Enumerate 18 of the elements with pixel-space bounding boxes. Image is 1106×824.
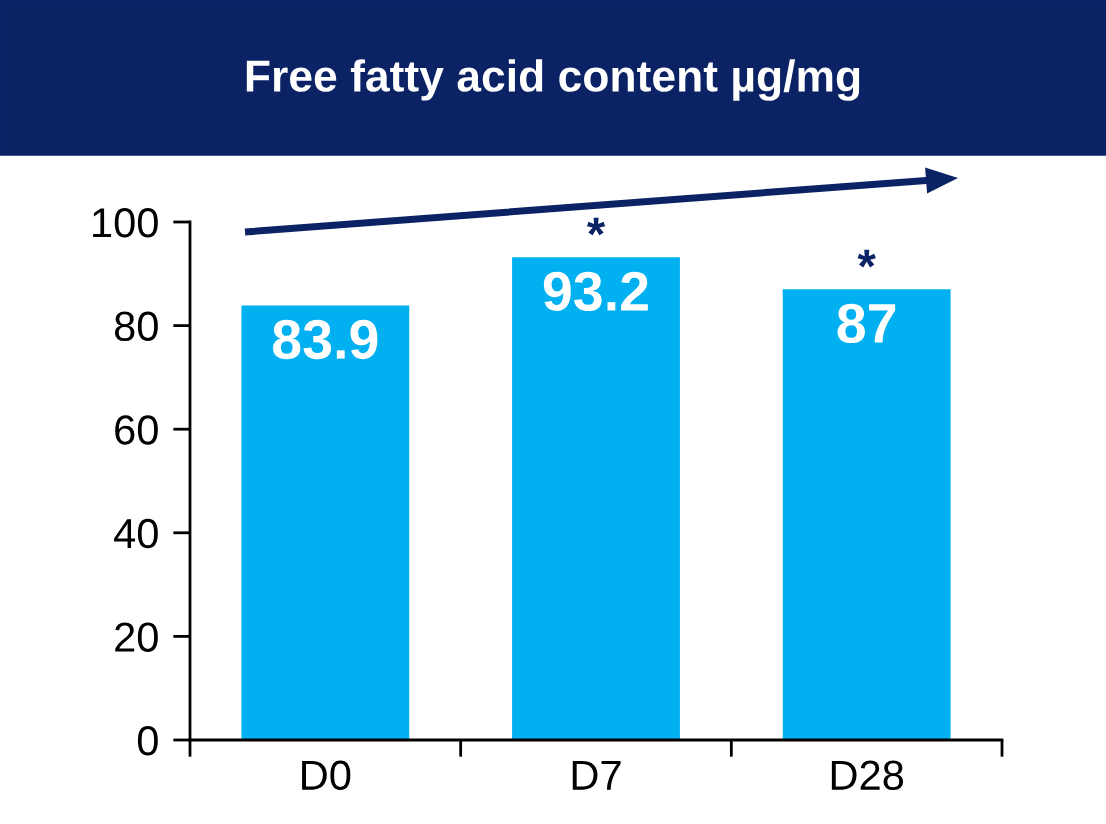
y-tick-label: 60 <box>115 415 158 445</box>
x-tick-label: D0 <box>302 760 351 791</box>
bar <box>241 305 410 740</box>
y-tick-label: 80 <box>114 311 158 342</box>
bar <box>512 257 680 740</box>
data-label: 83.9 <box>273 319 378 360</box>
y-tick-label: 20 <box>115 622 158 652</box>
data-label: 87 <box>837 303 896 344</box>
annotation: * <box>857 249 876 268</box>
x-tick-label: D7 <box>572 760 621 790</box>
y-tick-label: 0 <box>137 726 158 756</box>
data-label: 93.2 <box>543 271 648 312</box>
annotation: * <box>586 217 606 236</box>
x-tick-label: D28 <box>831 760 904 791</box>
chart-title: Free fatty acid content µg/mg <box>246 59 860 101</box>
y-tick-label: 100 <box>93 208 158 238</box>
bar <box>782 289 951 740</box>
y-tick-label: 40 <box>114 518 158 549</box>
